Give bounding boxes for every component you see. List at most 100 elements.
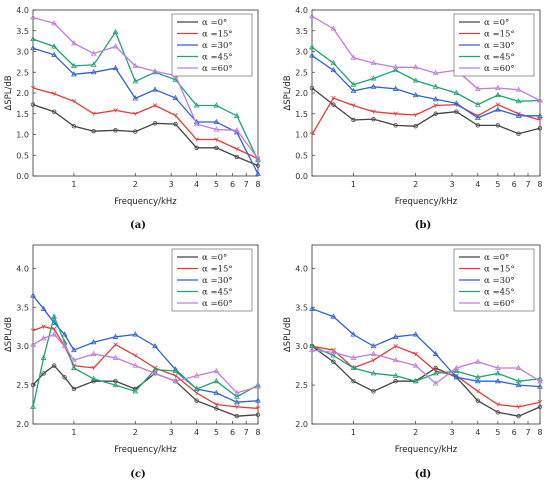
data-point	[454, 109, 459, 114]
data-point	[309, 44, 315, 50]
x-tick-label: 6	[512, 180, 517, 189]
data-point	[233, 398, 240, 405]
y-tick-label: 3.5	[16, 303, 29, 312]
x-tick-label: 4	[194, 180, 199, 189]
data-point	[515, 112, 522, 118]
x-tick-label: 1	[351, 180, 356, 189]
data-point	[255, 170, 261, 176]
data-point	[112, 64, 119, 71]
data-point	[113, 128, 118, 133]
data-point	[495, 123, 501, 128]
legend-label: α =45°	[202, 53, 233, 63]
data-point	[370, 342, 377, 349]
series-path	[311, 87, 541, 135]
data-point	[433, 111, 438, 116]
y-tick-label: 2.0	[16, 89, 29, 98]
data-point	[309, 85, 315, 91]
data-point	[51, 109, 57, 114]
legend-label: α =60°	[484, 299, 515, 309]
y-tick-label: 2.0	[16, 420, 29, 429]
data-point	[71, 364, 77, 370]
data-point	[494, 370, 501, 376]
data-point	[370, 370, 377, 376]
data-point	[537, 404, 543, 410]
data-point	[194, 398, 199, 403]
data-point	[152, 68, 158, 74]
data-point	[233, 393, 240, 399]
x-tick-label: 2	[133, 180, 138, 189]
data-point	[432, 350, 439, 356]
data-point	[51, 331, 58, 337]
data-point	[91, 365, 96, 370]
data-point	[392, 85, 399, 91]
legend-label: α =0°	[202, 18, 227, 28]
x-tick-label: 7	[244, 180, 249, 189]
data-point	[255, 406, 261, 411]
data-point	[516, 414, 521, 419]
data-point	[40, 354, 47, 360]
series-line	[309, 342, 543, 384]
y-tick-label: 0.5	[16, 151, 29, 160]
series-path	[311, 345, 541, 382]
data-point	[132, 95, 139, 101]
x-tick-label: 6	[230, 428, 235, 437]
data-point	[392, 64, 399, 70]
data-point	[393, 111, 398, 116]
data-point	[112, 381, 119, 388]
data-point	[432, 83, 439, 89]
y-tick-label: 4.0	[16, 264, 29, 273]
data-point	[112, 28, 119, 34]
x-tick-label: 1	[71, 180, 76, 189]
y-tick-label: 3.0	[295, 342, 308, 351]
series-line	[30, 85, 261, 161]
data-point	[194, 390, 199, 395]
x-tick-label: 5	[214, 180, 219, 189]
data-point	[453, 367, 460, 374]
data-point	[152, 342, 158, 349]
data-point	[194, 137, 199, 142]
data-point	[331, 359, 336, 364]
series-line	[309, 346, 543, 386]
data-point	[41, 371, 46, 376]
x-tick-label: 6	[512, 428, 517, 437]
x-tick-label: 1	[351, 428, 356, 437]
data-point	[213, 377, 220, 384]
data-point	[90, 61, 97, 67]
x-tick-label: 2	[133, 428, 138, 437]
x-tick-label: 7	[525, 428, 530, 437]
series-path	[311, 55, 540, 119]
series-line	[30, 102, 261, 168]
data-point	[214, 145, 219, 150]
data-point	[112, 354, 119, 360]
series-line	[30, 331, 261, 395]
data-point	[40, 335, 47, 341]
y-axis-label: ΔSPL/dB	[4, 317, 14, 352]
series-path	[32, 30, 259, 161]
series-path	[32, 16, 259, 159]
x-axis-label: Frequency/kHz	[395, 197, 458, 207]
data-point	[330, 59, 337, 66]
panel-caption: (a)	[130, 220, 146, 231]
x-axis-label: Frequency/kHz	[114, 445, 177, 455]
y-tick-label: 2.0	[295, 420, 308, 429]
data-point	[371, 116, 376, 122]
series-line	[30, 363, 261, 419]
panel-caption: (d)	[415, 469, 431, 480]
data-point	[537, 377, 543, 384]
x-tick-label: 8	[255, 428, 260, 437]
data-point	[30, 85, 36, 91]
data-point	[537, 399, 543, 405]
x-tick-label: 1	[71, 428, 76, 437]
data-point	[255, 383, 261, 389]
data-point	[433, 365, 438, 371]
data-point	[495, 402, 501, 407]
data-point	[214, 402, 219, 407]
x-tick-label: 5	[214, 428, 219, 437]
legend-label: α =45°	[202, 288, 233, 298]
data-point	[412, 64, 419, 70]
data-point	[172, 94, 179, 100]
series-line	[309, 52, 543, 120]
data-point	[62, 375, 67, 380]
data-point	[330, 349, 337, 355]
